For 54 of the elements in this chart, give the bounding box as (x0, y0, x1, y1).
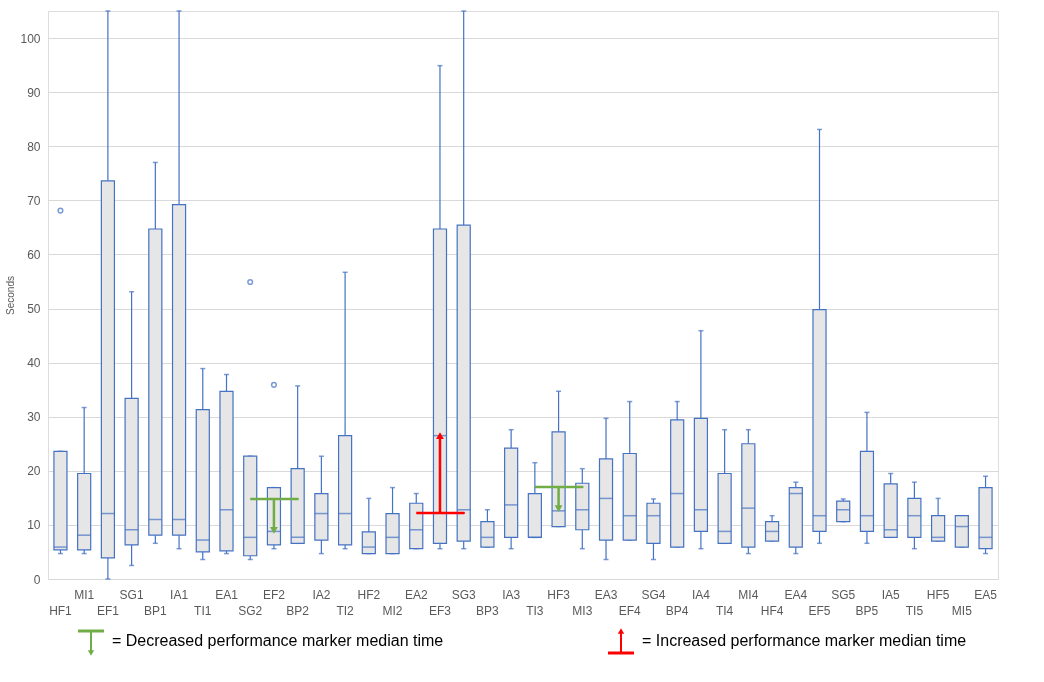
x-tick-label: EA4 (784, 588, 808, 602)
x-tick-label: MI2 (382, 604, 403, 618)
x-tick-label: EA3 (594, 588, 618, 602)
x-tick-label: MI4 (738, 588, 759, 602)
text: = Decreased performance marker median time (112, 632, 444, 649)
x-tick-label: BP4 (665, 604, 689, 618)
x-tick-label: IA1 (170, 588, 189, 602)
x-tick-label: EF3 (428, 604, 452, 618)
x-tick-label: BP3 (476, 604, 500, 618)
x-tick-label: EA2 (404, 588, 428, 602)
x-tick-label: EA1 (215, 588, 239, 602)
x-tick-label: HF4 (760, 604, 784, 618)
y-tick-label: 100 (20, 31, 41, 46)
x-tick-label: TI4 (715, 604, 734, 618)
x-tick-label: HF5 (926, 588, 950, 602)
x-tick-label: SG2 (238, 604, 263, 618)
y-tick-label: 90 (27, 85, 41, 100)
y-tick-label: 30 (27, 410, 41, 425)
x-tick-label: SG4 (641, 588, 666, 602)
x-tick-label: IA2 (312, 588, 331, 602)
x-tick-label: TI1 (194, 604, 212, 618)
x-tick-label: EF1 (96, 604, 120, 618)
x-tick-label: TI3 (526, 604, 544, 618)
text: = Increased performance marker median time (642, 632, 967, 649)
y-tick-label: 50 (27, 302, 41, 317)
x-tick-label: TI2 (336, 604, 355, 618)
x-tick-label: IA5 (881, 588, 900, 602)
x-tick-label: EF2 (262, 588, 286, 602)
x-tick-label: SG1 (119, 588, 144, 602)
y-tick-label: 10 (27, 518, 41, 533)
x-tick-label: MI3 (572, 604, 593, 618)
x-tick-label: IA4 (691, 588, 711, 602)
x-tick-label: BP1 (143, 604, 167, 618)
x-tick-label: BP2 (286, 604, 310, 618)
x-tick-label: EF5 (808, 604, 831, 618)
x-tick-label: HF1 (49, 604, 73, 618)
x-tick-label: HF2 (357, 588, 381, 602)
x-tick-label: MI1 (74, 588, 95, 602)
y-tick-label: 60 (27, 247, 41, 262)
x-tick-label: EA5 (974, 588, 998, 602)
x-tick-label: SG5 (831, 588, 856, 602)
x-tick-label: IA3 (502, 588, 521, 602)
x-tick-label: TI5 (905, 604, 924, 618)
x-tick-label: EF4 (618, 604, 642, 618)
x-tick-label: SG3 (451, 588, 477, 602)
x-tick-label: BP5 (855, 604, 879, 618)
y-axis-title: Seconds (5, 276, 17, 315)
x-tick-label: MI5 (951, 604, 973, 618)
y-tick-label: 20 (27, 464, 41, 479)
x-tick-label: HF3 (547, 588, 571, 602)
y-tick-label: 70 (27, 193, 41, 208)
y-tick-label: 80 (27, 139, 41, 154)
y-tick-label: 40 (27, 356, 41, 371)
y-tick-label: 0 (33, 572, 41, 587)
